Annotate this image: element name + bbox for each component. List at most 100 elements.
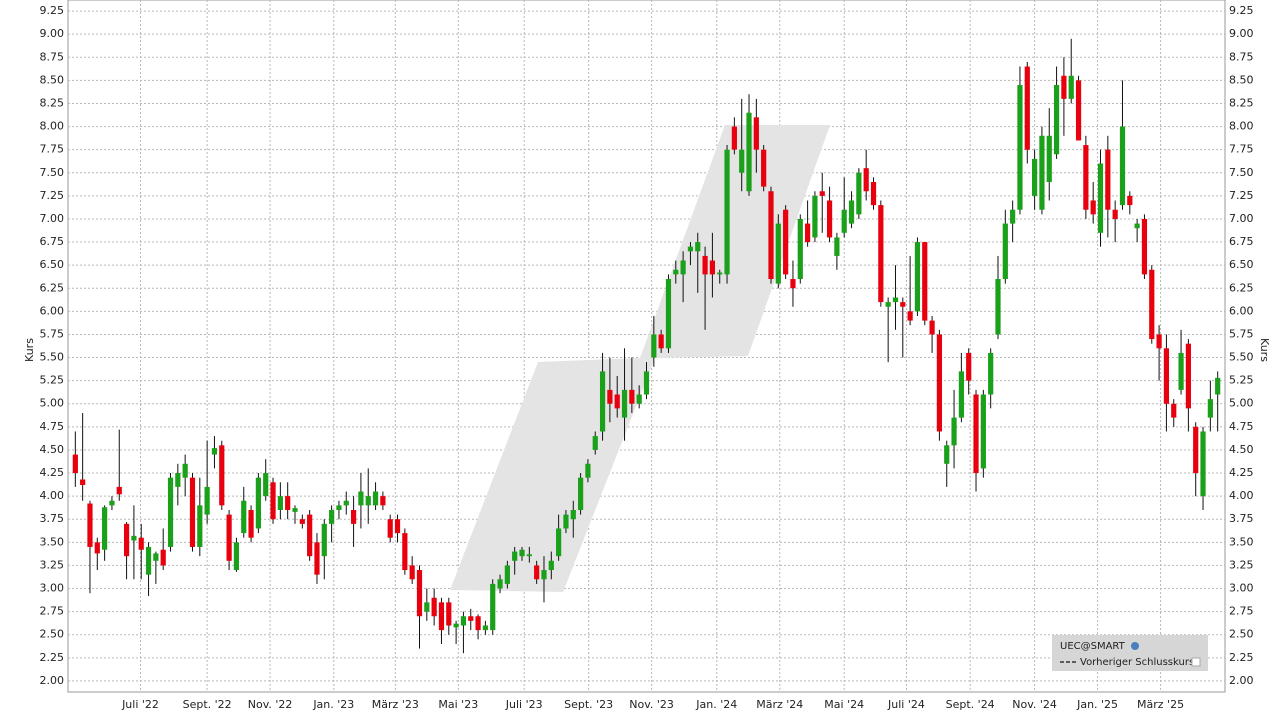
y-tick-label-right: 4.00 bbox=[1229, 489, 1254, 502]
candle-body bbox=[944, 445, 950, 464]
x-tick-label: Mai '24 bbox=[824, 698, 864, 711]
y-tick-label: 7.75 bbox=[40, 143, 65, 156]
candle-body bbox=[607, 389, 613, 404]
candle-body bbox=[438, 602, 445, 631]
candle-body bbox=[783, 209, 789, 275]
candle-body bbox=[211, 448, 218, 455]
y-tick-label-right: 5.75 bbox=[1229, 327, 1254, 340]
y-tick-label: 4.00 bbox=[40, 489, 65, 502]
candle-body bbox=[394, 519, 401, 534]
candle-body bbox=[702, 255, 708, 275]
candle-body bbox=[819, 191, 825, 196]
candle-body bbox=[577, 477, 584, 510]
candle-body bbox=[1039, 135, 1045, 210]
candle-body bbox=[321, 523, 327, 557]
candle-body bbox=[189, 477, 196, 547]
y-tick-label: 4.75 bbox=[40, 420, 65, 433]
x-tick-label: März '23 bbox=[372, 698, 419, 711]
candle-body bbox=[951, 417, 957, 446]
candle-body bbox=[1185, 343, 1191, 409]
y-tick-label: 3.50 bbox=[40, 535, 65, 548]
candle-body bbox=[72, 454, 78, 474]
y-tick-label: 6.25 bbox=[40, 281, 65, 294]
x-tick-label: Sept. '24 bbox=[946, 698, 995, 711]
candle-body bbox=[585, 463, 591, 478]
candle-body bbox=[841, 209, 847, 233]
candle-body bbox=[1046, 135, 1052, 183]
candle-body bbox=[673, 269, 679, 275]
candle-body bbox=[797, 218, 803, 280]
candle-body bbox=[1112, 209, 1118, 219]
candle-body bbox=[167, 477, 174, 547]
y-tick-label: 6.50 bbox=[40, 258, 65, 271]
candle-body bbox=[1090, 200, 1096, 215]
candle-body bbox=[1149, 269, 1155, 340]
candle-body bbox=[885, 302, 891, 307]
candle-body bbox=[241, 500, 247, 534]
candle-body bbox=[475, 616, 481, 631]
candle-body bbox=[687, 246, 694, 252]
candle-body bbox=[460, 616, 467, 626]
x-tick-label: Nov. '22 bbox=[248, 698, 293, 711]
legend-box bbox=[1052, 635, 1208, 671]
y-tick-label-right: 4.50 bbox=[1229, 443, 1254, 456]
x-tick-label: Jan. '24 bbox=[695, 698, 737, 711]
x-tick-label: Nov. '23 bbox=[629, 698, 674, 711]
candle-body bbox=[350, 509, 357, 524]
candle-body bbox=[658, 334, 664, 349]
candle-body bbox=[621, 389, 628, 418]
y-tick-label-right: 2.25 bbox=[1229, 651, 1254, 664]
candle-body bbox=[739, 149, 745, 173]
y-tick-label-right: 4.75 bbox=[1229, 420, 1254, 433]
y-tick-label-right: 3.50 bbox=[1229, 535, 1254, 548]
candle-body bbox=[255, 477, 261, 529]
candle-body bbox=[446, 602, 452, 626]
y-tick-label: 8.00 bbox=[40, 120, 65, 133]
x-tick-label: Jan. '25 bbox=[1076, 698, 1118, 711]
candle-body bbox=[995, 279, 1001, 335]
candle-body bbox=[453, 623, 459, 628]
candle-body bbox=[1171, 403, 1177, 418]
candle-body bbox=[775, 223, 781, 284]
candle-body bbox=[1024, 66, 1030, 150]
y-tick-label-right: 5.25 bbox=[1229, 374, 1254, 387]
candle-body bbox=[812, 195, 818, 238]
legend-checkbox[interactable] bbox=[1191, 657, 1201, 667]
candle-body bbox=[1010, 209, 1016, 224]
candle-body bbox=[314, 542, 320, 575]
candle-body bbox=[175, 473, 181, 487]
y-tick-label-right: 9.00 bbox=[1229, 27, 1254, 40]
candle-body bbox=[138, 537, 144, 550]
y-tick-label: 5.00 bbox=[40, 397, 65, 410]
candle-body bbox=[1193, 426, 1199, 474]
candle-body bbox=[826, 200, 833, 238]
candle-body bbox=[416, 570, 423, 617]
candle-body bbox=[285, 496, 291, 510]
candle-body bbox=[695, 242, 701, 252]
y-tick-label-right: 7.25 bbox=[1229, 189, 1254, 202]
candle-body bbox=[753, 117, 759, 150]
x-tick-label: Juli '24 bbox=[887, 698, 925, 711]
candle-body bbox=[116, 486, 122, 495]
candle-body bbox=[914, 242, 921, 312]
candle-body bbox=[863, 168, 869, 192]
grid bbox=[68, 0, 1225, 692]
candle-body bbox=[270, 482, 276, 520]
y-tick-label: 4.25 bbox=[40, 466, 65, 479]
candle-body bbox=[380, 496, 386, 506]
candle-body bbox=[182, 463, 188, 478]
candle-body bbox=[248, 509, 254, 538]
candles bbox=[72, 38, 1221, 654]
y-tick-label-right: 9.25 bbox=[1229, 4, 1254, 17]
y-tick-label-right: 6.75 bbox=[1229, 235, 1254, 248]
y-tick-label: 3.00 bbox=[40, 582, 65, 595]
x-tick-label: Juli '23 bbox=[505, 698, 543, 711]
y-tick-label: 7.50 bbox=[40, 166, 65, 179]
candle-body bbox=[856, 172, 862, 215]
candle-body bbox=[665, 279, 672, 349]
candle-body bbox=[980, 394, 986, 469]
x-tick-label: Juli '22 bbox=[121, 698, 159, 711]
y-tick-label-right: 5.50 bbox=[1229, 351, 1254, 364]
y-tick-label-right: 5.00 bbox=[1229, 397, 1254, 410]
